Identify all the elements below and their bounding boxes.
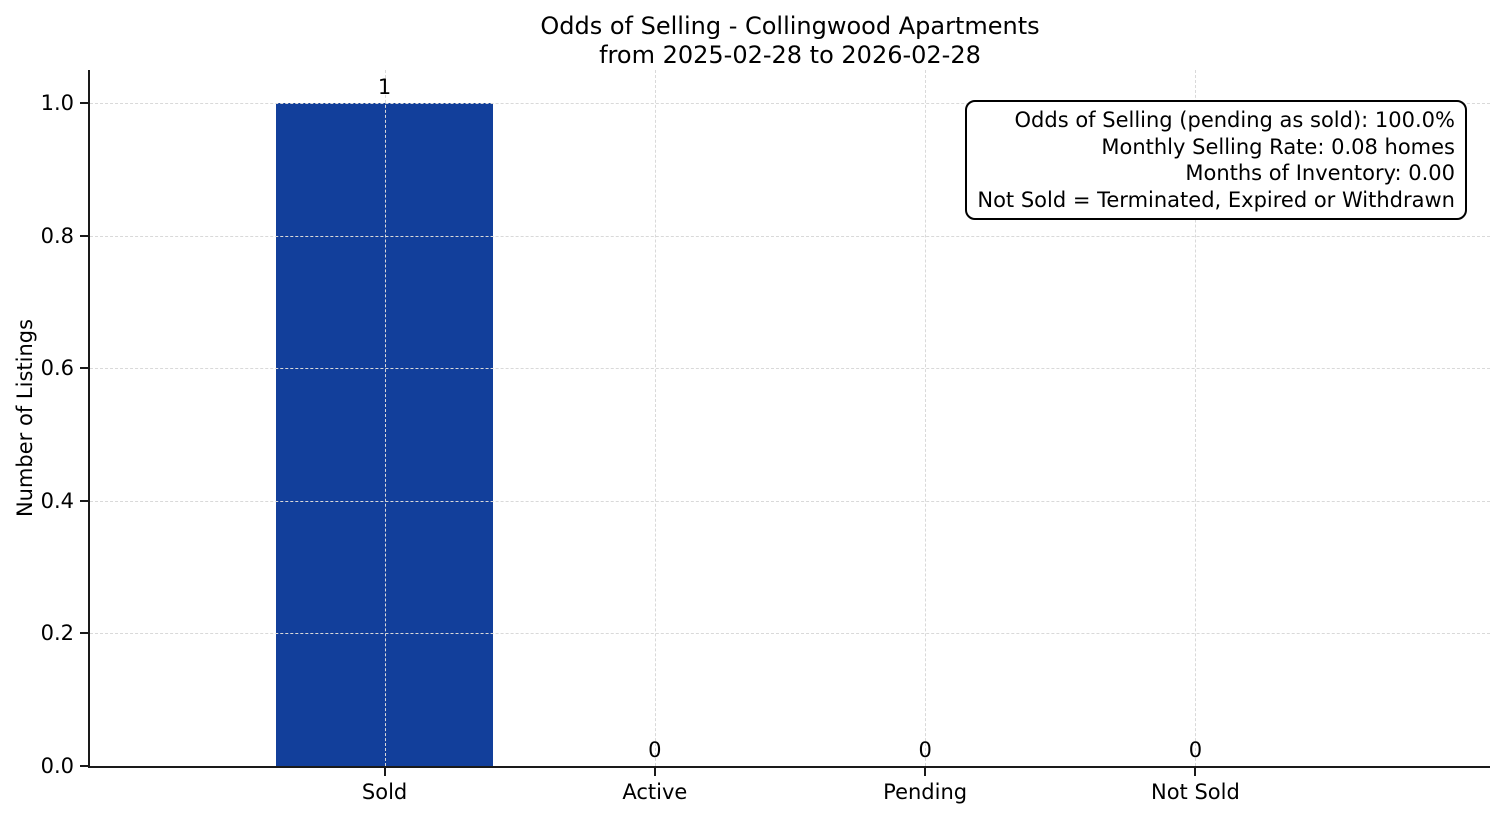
y-tick-label: 0.8 [40,223,74,248]
x-tick-label-pending: Pending [883,780,968,804]
y-axis-tick [80,765,88,767]
y-tick-label: 0.0 [40,754,74,778]
y-axis-tick [80,102,88,105]
x-tick-label-sold: Sold [361,780,408,804]
y-axis-spine [88,70,90,768]
gridline-horizontal [90,103,1490,105]
bar-value-label-pending: 0 [918,738,932,762]
y-axis-tick [80,234,88,237]
bar-sold [276,103,493,766]
y-tick-label: 0.2 [40,621,74,646]
annotation-line-monthly-selling-rate: Monthly Selling Rate: 0.08 homes [1101,134,1455,159]
x-axis-tick [653,768,656,776]
gridline-vertical [654,70,656,766]
gridline-horizontal [90,368,1490,370]
plot-area: 0.0 0.2 0.4 0.6 0.8 1.0 1 Sold 0 Active 0 Pending 0 N… [41,70,1490,804]
gridline-horizontal [90,633,1490,635]
annotation-line-months-of-inventory: Months of Inventory: 0.00 [1185,161,1455,185]
bar-value-label-active: 0 [648,738,662,762]
gridline-horizontal [90,235,1490,237]
chart-title: Odds of Selling - Collingwood Apartments… [90,12,1490,70]
y-tick-label: 1.0 [40,91,74,116]
gridline-vertical [1195,70,1197,766]
x-axis-tick [924,768,927,776]
bar-value-label-not-sold: 0 [1188,738,1203,762]
x-axis-spine [88,766,1490,768]
y-axis-tick [80,499,88,502]
annotation-line-odds-of-selling: Odds of Selling (pending as sold): 100.0… [1014,108,1455,132]
y-tick-label: 0.6 [40,356,74,381]
y-axis-tick [80,367,88,370]
stats-annotation-box: Odds of Selling (pending as sold): 100.0… [965,100,1467,220]
bar-value-label-sold: 1 [377,75,392,100]
x-tick-label-active: Active [622,780,688,804]
y-tick-label: 0.4 [40,488,74,513]
y-axis-label: Number of Listings [13,318,37,518]
chart-title-line1: Odds of Selling - Collingwood Apartments [540,12,1040,40]
annotation-line-not-sold-definition: Not Sold = Terminated, Expired or Withdr… [977,187,1455,212]
x-axis-tick [383,768,386,776]
gridline-vertical [384,70,386,766]
chart-title-line2: from 2025-02-28 to 2026-02-28 [599,41,981,69]
y-axis-tick [80,632,88,635]
gridline-horizontal [90,500,1490,502]
gridline-vertical [925,70,927,766]
x-tick-label-not-sold: Not Sold [1150,780,1240,804]
x-axis-tick [1194,768,1197,776]
